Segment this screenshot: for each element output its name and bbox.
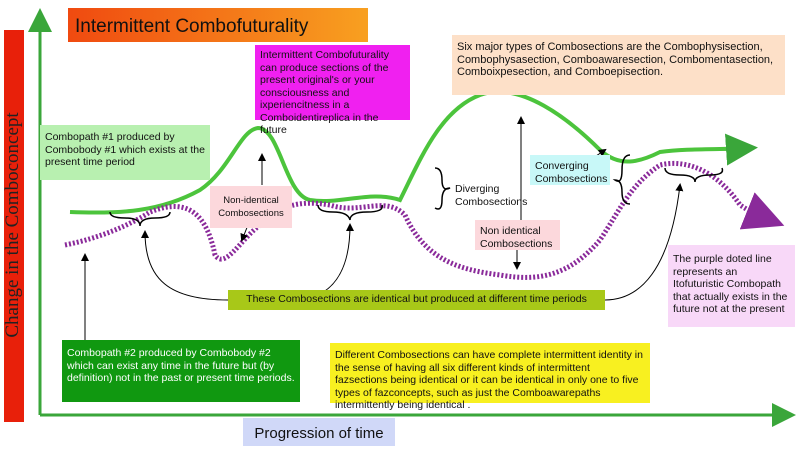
note: Combopath #2 produced by Combobody #2 wh…: [67, 347, 295, 384]
title-bg: [68, 8, 368, 42]
note: Six major types of Combosections are the…: [457, 41, 774, 78]
title: Intermittent Combofuturality: [75, 16, 309, 37]
braces: [109, 154, 724, 227]
note: Non identical Combosections: [480, 225, 553, 250]
note: The purple doted line represents an Itof…: [673, 253, 788, 315]
x-axis-label: Progression of time: [254, 425, 384, 442]
note: Different Combosections can have complet…: [335, 349, 643, 411]
x-label-bg: [243, 418, 395, 446]
note: Non-identical Combosections: [218, 195, 284, 219]
note: These Combosections are identical but pr…: [246, 293, 587, 305]
note: Converging Combosections: [535, 160, 608, 185]
colored-boxes: [40, 35, 795, 403]
note: Combopath #1 produced by Combobody #1 wh…: [45, 131, 205, 168]
combopath-1: [69, 89, 758, 215]
note: Diverging Combosections: [455, 183, 528, 208]
y-axis-label-bg: [4, 30, 24, 422]
note: Intermittent Combofuturality can produce…: [260, 49, 389, 136]
y-axis-label: Change in the Comboconcept: [2, 112, 23, 338]
combopath-2: [64, 160, 785, 280]
